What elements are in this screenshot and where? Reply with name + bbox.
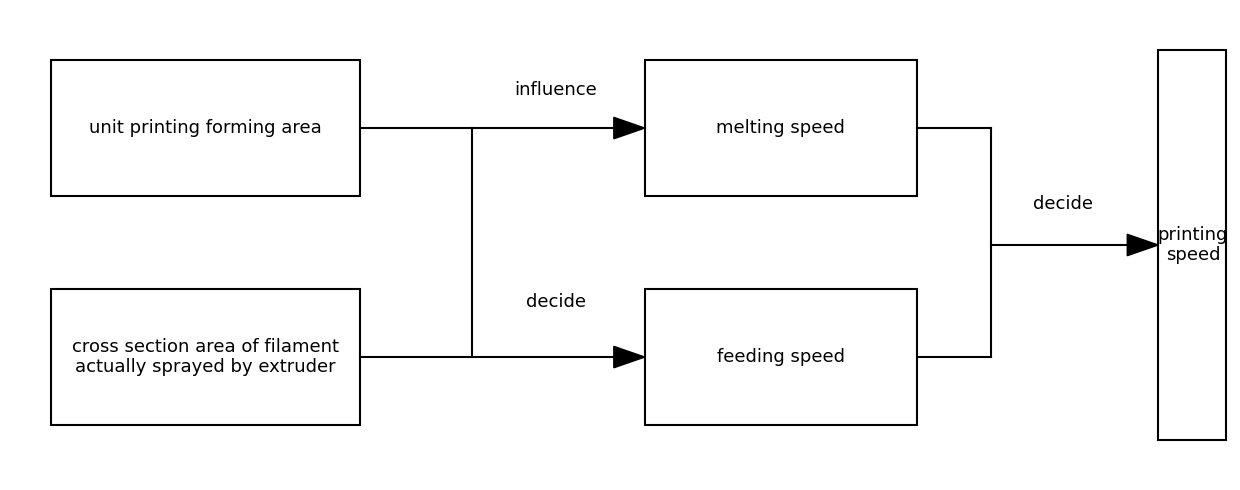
Bar: [645, 60, 916, 196]
Text: decide: decide: [526, 293, 585, 311]
Text: unit printing forming area: unit printing forming area: [89, 119, 322, 137]
Text: influence: influence: [515, 81, 596, 99]
Text: printing
speed: printing speed: [1158, 225, 1228, 265]
Text: cross section area of filament
actually sprayed by extruder: cross section area of filament actually …: [72, 338, 339, 376]
Polygon shape: [614, 117, 645, 139]
Bar: [51, 289, 360, 425]
Polygon shape: [1127, 234, 1158, 256]
Bar: [645, 289, 916, 425]
Polygon shape: [614, 346, 645, 368]
Bar: [1158, 50, 1226, 440]
Text: melting speed: melting speed: [717, 119, 846, 137]
Text: feeding speed: feeding speed: [717, 348, 844, 366]
Text: decide: decide: [1033, 196, 1092, 213]
Bar: [51, 60, 360, 196]
